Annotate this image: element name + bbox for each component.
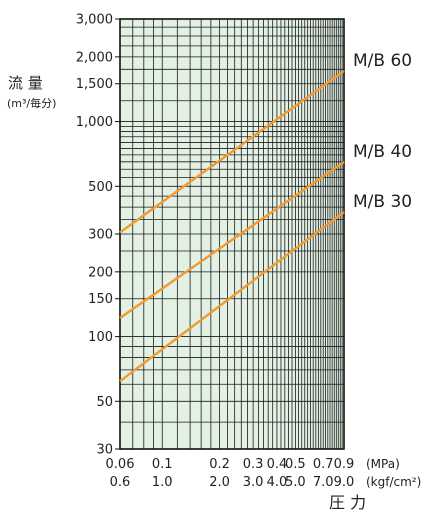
series-label-m-b-60: M/B 60 bbox=[353, 51, 412, 71]
y-tick-label: 30 bbox=[96, 443, 113, 458]
x-axis-label: 圧 力 bbox=[329, 493, 366, 512]
y-tick-label: 200 bbox=[88, 265, 113, 280]
series-label-m-b-40: M/B 40 bbox=[353, 142, 412, 162]
x-tick-label-mpa: 0.06 bbox=[106, 457, 135, 472]
y-tick-label: 50 bbox=[96, 395, 113, 410]
x-tick-label-mpa: 0.4 bbox=[267, 457, 288, 472]
x-tick-labels: 0.06 0.6 0.1 1.0 0.2 2.0 0.3 3.00.4 4.0 0.5 5.0 0.7… bbox=[106, 457, 355, 490]
x-tick-label-mpa: 0.3 bbox=[243, 457, 264, 472]
x-tick-label-mpa: 0.1 bbox=[152, 457, 173, 472]
series-line-m-b-60 bbox=[119, 69, 345, 234]
x-tick-label-kgf: 2.0 bbox=[209, 475, 230, 490]
x-tick-label-mpa: 0.2 bbox=[209, 457, 230, 472]
y-tick-label: 500 bbox=[88, 180, 113, 195]
y-tick-label: 3,000 bbox=[76, 13, 113, 28]
x-tick-label-kgf: 3.0 bbox=[243, 475, 264, 490]
series-label-m-b-30: M/B 30 bbox=[353, 192, 412, 212]
axis-labels: 流 量 (m³/毎分) (MPa) (kgf/cm²) 圧 力 bbox=[7, 74, 421, 512]
x-tick-label-kgf: 4.0 bbox=[267, 475, 288, 490]
grid-lines bbox=[119, 18, 345, 450]
series-line-m-b-40 bbox=[119, 160, 345, 319]
y-tick-label: 100 bbox=[88, 330, 113, 345]
series-lines: M/B 60 M/B 40 M/B 30 bbox=[119, 51, 412, 383]
x-tick-label-kgf: 0.6 bbox=[110, 475, 131, 490]
y-tick-label: 150 bbox=[88, 292, 113, 307]
y-tick-label: 1,500 bbox=[76, 77, 113, 92]
y-tick-label: 2,000 bbox=[76, 50, 113, 65]
x-tick-label-mpa: 0.7 bbox=[313, 457, 334, 472]
x-tick-label-kgf: 5.0 bbox=[285, 475, 306, 490]
x-tick-label-kgf: 9.0 bbox=[334, 475, 355, 490]
y-axis-unit: (m³/毎分) bbox=[7, 97, 56, 110]
x-axis-unit-secondary: (kgf/cm²) bbox=[366, 475, 421, 489]
x-tick-label-kgf: 1.0 bbox=[152, 475, 173, 490]
x-tick-label-mpa: 0.9 bbox=[334, 457, 355, 472]
y-axis-label: 流 量 bbox=[8, 74, 43, 92]
x-tick-label-mpa: 0.5 bbox=[285, 457, 306, 472]
y-tick-label: 1,000 bbox=[76, 115, 113, 130]
series-line-m-b-30 bbox=[119, 210, 345, 383]
y-tick-label: 300 bbox=[88, 228, 113, 243]
x-axis-unit-primary: (MPa) bbox=[366, 457, 400, 471]
x-tick-label-kgf: 7.0 bbox=[313, 475, 334, 490]
y-tick-labels: 30 50 100 150 200 300 500 1,000 1,500 2,000 3,000 bbox=[76, 13, 120, 458]
